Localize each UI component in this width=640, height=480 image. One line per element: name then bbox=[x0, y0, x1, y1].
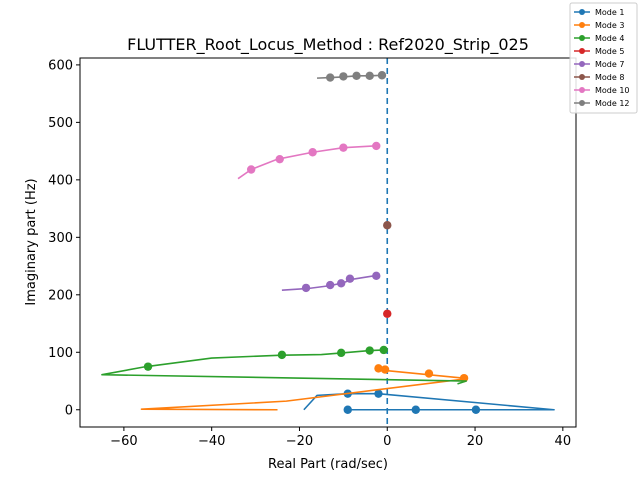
x-tick-label: −20 bbox=[286, 434, 313, 449]
legend-entry-mode-12: Mode 12 bbox=[574, 99, 630, 108]
legend-label: Mode 5 bbox=[595, 47, 624, 56]
data-point-mode-4-4 bbox=[365, 346, 374, 355]
data-point-mode-1-2 bbox=[374, 389, 383, 398]
plot-series bbox=[101, 58, 555, 427]
data-point-mode-1-4 bbox=[411, 405, 420, 414]
data-point-mode-10-3 bbox=[308, 148, 317, 157]
legend-marker bbox=[579, 100, 585, 106]
x-axis: −60 −40 −20 0 20 40 bbox=[110, 427, 571, 449]
y-axis: 0 100 200 300 400 500 600 bbox=[48, 58, 80, 418]
y-tick-label: 600 bbox=[48, 58, 73, 73]
series-mode-12 bbox=[316, 71, 387, 82]
series-mode-1 bbox=[303, 389, 555, 414]
y-tick-label: 100 bbox=[48, 346, 73, 361]
y-tick-label: 0 bbox=[65, 403, 73, 418]
y-tick-label: 300 bbox=[48, 231, 73, 246]
x-tick-label: −40 bbox=[198, 434, 225, 449]
data-point-mode-4-5 bbox=[379, 345, 388, 355]
legend-label: Mode 12 bbox=[595, 99, 630, 108]
data-point-mode-12-2 bbox=[339, 72, 348, 81]
legend-marker bbox=[579, 22, 585, 28]
y-tick-label: 200 bbox=[48, 288, 73, 303]
series-mode-7 bbox=[281, 271, 381, 293]
legend-label: Mode 1 bbox=[595, 8, 624, 17]
data-point-mode-10-1 bbox=[246, 165, 256, 174]
data-point-mode-5-1 bbox=[383, 309, 392, 318]
data-point-mode-7-3 bbox=[336, 279, 346, 288]
series-mode-3 bbox=[140, 364, 469, 411]
legend-marker bbox=[579, 74, 585, 80]
legend-marker bbox=[579, 35, 585, 41]
legend-entry-mode-5: Mode 5 bbox=[574, 47, 624, 56]
legend-label: Mode 4 bbox=[595, 34, 624, 43]
data-point-mode-1-3 bbox=[343, 405, 352, 414]
data-point-mode-8-1 bbox=[383, 221, 392, 230]
legend-entry-mode-3: Mode 3 bbox=[574, 21, 624, 30]
data-point-mode-3-3 bbox=[424, 369, 434, 378]
plot-frame bbox=[79, 57, 577, 428]
series-line-mode-1 bbox=[303, 392, 555, 411]
x-tick-label: 0 bbox=[383, 434, 391, 449]
legend-marker bbox=[579, 61, 585, 67]
data-point-mode-4-2 bbox=[277, 350, 287, 360]
legend-entry-mode-4: Mode 4 bbox=[574, 34, 624, 43]
legend-box bbox=[569, 2, 638, 114]
legend-marker bbox=[579, 9, 585, 15]
legend-label: Mode 8 bbox=[595, 73, 624, 82]
chart-title: FLUTTER_Root_Locus_Method : Ref2020_Stri… bbox=[127, 35, 529, 55]
data-point-mode-12-4 bbox=[365, 71, 374, 81]
legend-entry-mode-7: Mode 7 bbox=[574, 60, 624, 69]
data-point-mode-12-1 bbox=[325, 73, 335, 82]
series-mode-8 bbox=[383, 221, 392, 230]
legend: Mode 1 Mode 3 Mode 4 Mode 5 Mode 7 Mode 8 Mode… bbox=[569, 2, 638, 114]
plot-area bbox=[79, 57, 577, 428]
series-mode-4 bbox=[101, 345, 468, 385]
y-axis-label: Imaginary part (Hz) bbox=[24, 178, 39, 305]
data-point-mode-3-1 bbox=[374, 364, 383, 373]
data-point-mode-1-5 bbox=[471, 405, 481, 414]
legend-entry-mode-8: Mode 8 bbox=[574, 73, 624, 82]
legend-marker bbox=[579, 87, 585, 93]
legend-label: Mode 10 bbox=[595, 86, 630, 95]
data-point-mode-10-5 bbox=[372, 141, 381, 151]
data-point-mode-7-5 bbox=[372, 271, 381, 281]
legend-marker bbox=[579, 48, 585, 54]
x-tick-label: −60 bbox=[110, 434, 137, 449]
x-axis-label: Real Part (rad/sec) bbox=[268, 457, 388, 472]
y-tick-label: 400 bbox=[48, 173, 73, 188]
data-point-mode-7-2 bbox=[325, 280, 335, 290]
data-point-mode-12-3 bbox=[352, 71, 361, 81]
data-point-mode-4-3 bbox=[336, 348, 346, 358]
data-point-mode-12-5 bbox=[377, 71, 387, 80]
series-mode-10 bbox=[237, 141, 381, 180]
data-point-mode-10-2 bbox=[275, 154, 284, 164]
data-point-mode-4-1 bbox=[143, 362, 153, 371]
data-point-mode-10-4 bbox=[339, 143, 348, 152]
x-tick-label: 20 bbox=[467, 434, 484, 449]
y-tick-label: 500 bbox=[48, 116, 73, 131]
data-point-mode-7-4 bbox=[345, 274, 355, 283]
series-line-mode-4 bbox=[101, 349, 468, 385]
series-mode-5 bbox=[383, 309, 392, 318]
x-tick-label: 40 bbox=[555, 434, 572, 449]
legend-label: Mode 3 bbox=[595, 21, 624, 30]
series-line-mode-3 bbox=[140, 367, 465, 411]
data-point-mode-3-2 bbox=[380, 365, 390, 374]
legend-label: Mode 7 bbox=[595, 60, 624, 69]
legend-entry-mode-1: Mode 1 bbox=[574, 8, 624, 17]
legend-entry-mode-10: Mode 10 bbox=[574, 86, 630, 95]
data-point-mode-7-1 bbox=[301, 283, 311, 293]
series-line-mode-10 bbox=[237, 145, 375, 180]
